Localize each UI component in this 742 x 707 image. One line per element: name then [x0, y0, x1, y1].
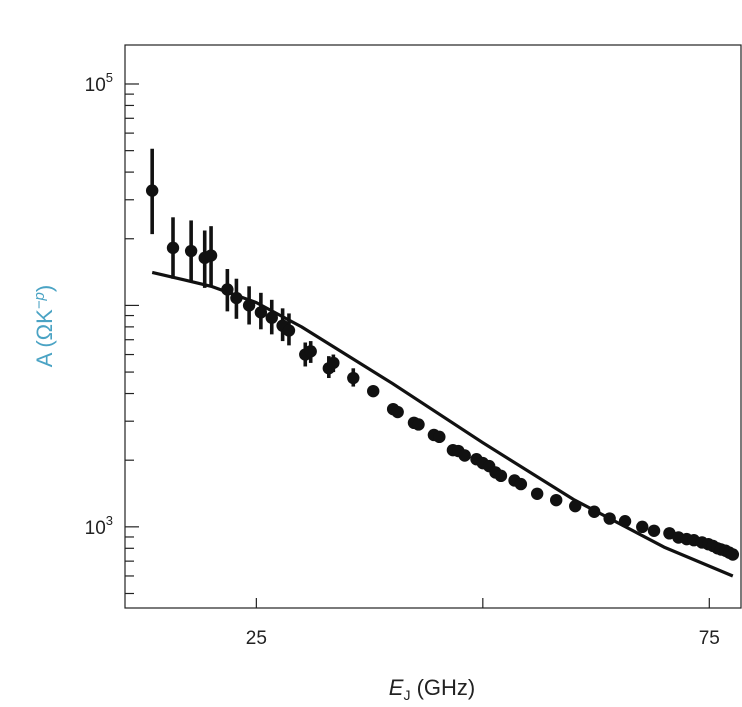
data-point — [327, 356, 340, 370]
data-point — [458, 449, 471, 462]
x-tick-label: 75 — [699, 628, 720, 649]
x-axis-label: EJ (GHz) — [389, 675, 475, 703]
data-point — [569, 499, 582, 513]
data-point — [166, 241, 180, 255]
y-tick-label: 105 — [85, 70, 113, 96]
data-point — [230, 291, 243, 305]
data-point — [618, 515, 632, 528]
data-point — [221, 283, 234, 296]
data-point — [347, 371, 360, 385]
fit-line — [151, 270, 734, 578]
data-point — [636, 520, 649, 534]
plot-frame — [124, 44, 742, 609]
x-axis: 25 75 — [246, 598, 720, 649]
data-point — [304, 345, 317, 358]
data-point — [412, 418, 425, 431]
data-point — [184, 244, 198, 258]
data-point — [145, 184, 159, 197]
data-point — [254, 306, 268, 319]
data-point — [367, 384, 380, 398]
data-point — [433, 430, 446, 444]
data-point — [726, 548, 740, 561]
data-point — [530, 487, 544, 500]
data-point — [647, 524, 661, 537]
data-point — [494, 469, 508, 483]
y-tick-label: 103 — [85, 513, 113, 539]
data-point — [391, 405, 404, 419]
data-point — [282, 324, 296, 337]
data-point — [588, 505, 601, 518]
data-point — [242, 299, 256, 312]
data-points — [145, 148, 740, 561]
data-point — [603, 512, 616, 525]
data-point — [514, 477, 528, 491]
data-point — [265, 311, 278, 324]
data-point — [550, 493, 563, 507]
y-axis-label: A (ΩK−p) — [31, 285, 57, 367]
x-tick-label: 25 — [246, 628, 267, 649]
data-point — [204, 249, 218, 262]
y-axis: 105 103 — [85, 70, 139, 595]
